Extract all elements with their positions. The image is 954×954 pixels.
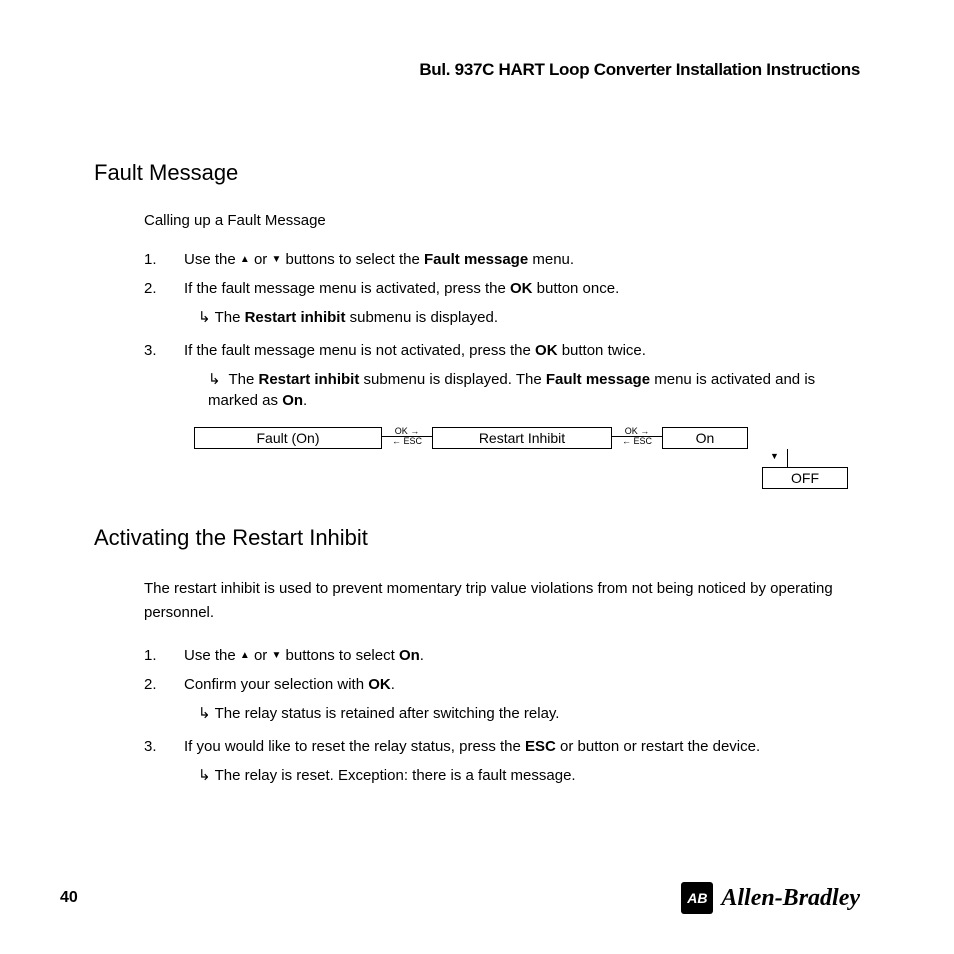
section-heading-restart-inhibit: Activating the Restart Inhibit [94, 525, 860, 551]
list-body: If the fault message menu is not activat… [184, 340, 860, 361]
diagram-connector: OK → ← ESC [612, 427, 662, 449]
triangle-down-icon: ▼ [271, 650, 281, 661]
ordered-list-2-cont: 3. If you would like to reset the relay … [144, 736, 860, 757]
bold-text: On [282, 392, 303, 409]
text: buttons to select the [281, 251, 424, 268]
diagram-spacer [194, 449, 768, 467]
text: If the fault message menu is activated, … [184, 280, 510, 297]
result-arrow-icon: ↳ [198, 765, 211, 786]
bold-text: Fault message [424, 251, 528, 268]
text: The relay status is retained after switc… [215, 705, 560, 722]
bold-text: OK [510, 280, 533, 297]
result-line: ↳The Restart inhibit submenu is displaye… [198, 307, 860, 328]
triangle-down-icon: ▼ [770, 451, 779, 461]
result-arrow-icon: ↳ [198, 307, 211, 328]
ordered-list-2: 1. Use the ▲ or ▼ buttons to select On. … [144, 645, 860, 695]
list-body: If the fault message menu is activated, … [184, 278, 860, 299]
brand-logo-icon: AB [681, 882, 713, 914]
text: Use the [184, 251, 240, 268]
text: buttons to select [281, 647, 399, 664]
list-item: 3. If the fault message menu is not acti… [144, 340, 860, 361]
list-number: 2. [144, 278, 184, 299]
diagram-box-on: On [662, 427, 748, 449]
text: submenu is displayed. The [359, 371, 546, 388]
diagram-row-3: OFF [194, 467, 860, 489]
list-number: 1. [144, 249, 184, 270]
connector-bottom-label: ← ESC [382, 437, 432, 449]
text: submenu is displayed. [345, 309, 498, 326]
list-item: 1. Use the ▲ or ▼ buttons to select the … [144, 249, 860, 270]
text: . [391, 676, 395, 693]
triangle-up-icon: ▲ [240, 254, 250, 265]
diagram-box-restart-inhibit: Restart Inhibit [432, 427, 612, 449]
list-item: 2. If the fault message menu is activate… [144, 278, 860, 299]
bold-text: OK [535, 342, 558, 359]
list-number: 3. [144, 340, 184, 361]
text: button twice. [558, 342, 646, 359]
triangle-up-icon: ▲ [240, 650, 250, 661]
bold-text: ESC [525, 738, 556, 755]
result-line: ↳ The Restart inhibit submenu is display… [208, 369, 860, 411]
text: or [250, 251, 272, 268]
text: . [420, 647, 424, 664]
bold-text: Restart inhibit [259, 371, 360, 388]
text: The [215, 309, 245, 326]
section-heading-fault-message: Fault Message [94, 160, 860, 186]
brand-text: Allen-Bradley [721, 885, 860, 912]
result-arrow-icon: ↳ [198, 703, 211, 724]
page-header-title: Bul. 937C HART Loop Converter Installati… [94, 60, 860, 80]
list-item: 1. Use the ▲ or ▼ buttons to select On. [144, 645, 860, 666]
list-body: If you would like to reset the relay sta… [184, 736, 860, 757]
text: . [303, 392, 307, 409]
text: Confirm your selection with [184, 676, 368, 693]
page-number: 40 [60, 889, 78, 907]
ordered-list-1-cont: 3. If the fault message menu is not acti… [144, 340, 860, 361]
result-line: ↳The relay status is retained after swit… [198, 703, 860, 724]
text: Use the [184, 647, 240, 664]
list-number: 1. [144, 645, 184, 666]
text: button once. [533, 280, 620, 297]
bold-text: Restart inhibit [245, 309, 346, 326]
list-body: Use the ▲ or ▼ buttons to select the Fau… [184, 249, 860, 270]
diagram-box-fault: Fault (On) [194, 427, 382, 449]
result-arrow-icon: ↳ [208, 369, 221, 390]
paragraph: The restart inhibit is used to prevent m… [144, 577, 860, 625]
list-item: 3. If you would like to reset the relay … [144, 736, 860, 757]
connector-bottom-label: ← ESC [612, 437, 662, 449]
triangle-down-icon: ▼ [271, 254, 281, 265]
diagram-box-off: OFF [762, 467, 848, 489]
text: or [250, 647, 272, 664]
diagram-vertical-line [787, 449, 788, 467]
diagram-connector: OK → ← ESC [382, 427, 432, 449]
subheading-calling-fault: Calling up a Fault Message [144, 212, 860, 229]
list-body: Confirm your selection with OK. [184, 674, 860, 695]
diagram-row-2: ▼ [194, 449, 860, 467]
page-footer: 40 AB Allen-Bradley [60, 882, 860, 914]
result-line: ↳The relay is reset. Exception: there is… [198, 765, 860, 786]
ordered-list-1: 1. Use the ▲ or ▼ buttons to select the … [144, 249, 860, 299]
bold-text: OK [368, 676, 391, 693]
brand-block: AB Allen-Bradley [681, 882, 860, 914]
list-item: 2. Confirm your selection with OK. [144, 674, 860, 695]
list-number: 3. [144, 736, 184, 757]
text: If you would like to reset the relay sta… [184, 738, 525, 755]
bold-text: Fault message [546, 371, 650, 388]
text: If the fault message menu is not activat… [184, 342, 535, 359]
text: The [225, 371, 259, 388]
diagram-spacer [194, 467, 762, 489]
bold-text: On [399, 647, 420, 664]
diagram-row-1: Fault (On) OK → ← ESC Restart Inhibit OK… [194, 427, 860, 449]
diagram-vertical-connector: ▼ [768, 449, 806, 467]
menu-flow-diagram: Fault (On) OK → ← ESC Restart Inhibit OK… [194, 427, 860, 489]
text: or button or restart the device. [556, 738, 760, 755]
list-number: 2. [144, 674, 184, 695]
text: The relay is reset. Exception: there is … [215, 767, 576, 784]
list-body: Use the ▲ or ▼ buttons to select On. [184, 645, 860, 666]
text: menu. [528, 251, 574, 268]
